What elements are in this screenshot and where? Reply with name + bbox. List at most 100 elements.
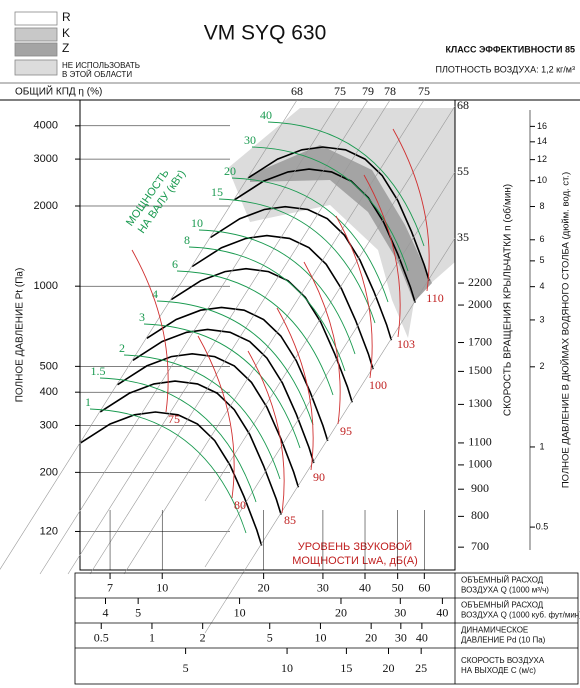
sound-line [392, 128, 430, 292]
sound-label: 80 [234, 498, 246, 512]
x-tick-label: 30 [317, 580, 329, 594]
x-tick-label: 40 [359, 580, 371, 594]
x-tick-label: 50 [392, 580, 404, 594]
x-tick-label: 7 [107, 580, 113, 594]
speed-axis-title: СКОРОСТЬ ВРАЩЕНИЯ КРЫЛЬЧАТКИ n (об/мин) [502, 184, 514, 416]
x-tick-label: 20 [335, 605, 347, 619]
efficiency-line [204, 171, 456, 568]
fan-curve [99, 380, 282, 515]
y2-tick-label: 3 [539, 314, 544, 324]
fan-curve [80, 411, 263, 546]
x-axis-title: ДАВЛЕНИЕ Pd (10 Па) [461, 636, 546, 645]
x-tick-label: 10 [281, 661, 293, 675]
x-axis-title: НА ВЫХОДЕ C (м/с) [461, 666, 536, 675]
speed-tick-label: 800 [471, 508, 489, 522]
axes-table [74, 572, 579, 685]
y-axis-title: ПОЛНОЕ ДАВЛЕНИЕ Pt (Па) [15, 268, 26, 403]
efficiency-label: ОБЩИЙ КПД η (%) [15, 85, 102, 98]
power-line [156, 300, 314, 426]
sound-label: 103 [397, 337, 415, 351]
efficiency-line [67, 99, 369, 575]
power-line [99, 377, 257, 503]
legend-swatch [14, 42, 58, 57]
speed-tick-label: 1100 [468, 435, 492, 449]
x-tick-label: 20 [365, 630, 377, 644]
y2-tick-label: 4 [539, 281, 544, 291]
sound-line [335, 215, 373, 379]
power-label: 20 [224, 164, 236, 178]
y2-tick-label: 8 [539, 201, 544, 211]
power-label: 10 [191, 216, 203, 230]
sound-label: 100 [369, 378, 387, 392]
y2-axis-title: ПОЛНОЕ ДАВЛЕНИЕ В ДЮЙМАХ ВОДЯНОГО СТОЛБА… [560, 172, 572, 488]
x-axis-title: ОБЪЕМНЫЙ РАСХОД [461, 576, 544, 585]
power-line [231, 177, 389, 303]
x-tick-label: 10 [314, 630, 326, 644]
y2-tick-label: 1 [539, 441, 544, 451]
x-tick-label: 30 [394, 605, 406, 619]
fan-curve [132, 328, 315, 464]
legend-label: В ЭТОЙ ОБЛАСТИ [62, 70, 132, 79]
power-line [188, 246, 346, 372]
legend-label: R [62, 10, 71, 24]
power-line [176, 270, 334, 396]
y-tick-label: 1000 [34, 280, 58, 292]
x-tick-label: 30 [395, 630, 407, 644]
x-tick-label: 0.5 [94, 630, 109, 644]
speed-tick-label: 1500 [468, 363, 492, 377]
y2-tick-label: 16 [537, 121, 547, 131]
x-axis-title: ВОЗДУХА Q (1000 куб. фут/мин) [461, 611, 580, 620]
efficiency-label: 68 [457, 98, 469, 112]
sound-line [363, 174, 401, 338]
y-tick-label: 4000 [34, 120, 58, 132]
power-label: 4 [152, 287, 158, 301]
legend-label: Z [62, 41, 69, 55]
power-line [143, 323, 301, 449]
power-label: 6 [172, 257, 178, 271]
power-line [89, 408, 247, 534]
power-line [218, 198, 376, 324]
power-label: 1 [85, 395, 91, 409]
power-label: 30 [244, 133, 256, 147]
efficiency-label: 75 [418, 84, 430, 98]
sound-title: МОЩНОСТИ LwA, дБ(A) [292, 555, 418, 567]
x-tick-label: 25 [415, 661, 427, 675]
speed-tick-label: 900 [471, 481, 489, 495]
y2-tick-label: 5 [539, 255, 544, 265]
y-tick-label: 2000 [34, 200, 58, 212]
fan-curve [210, 205, 393, 341]
speed-tick-label: 1300 [468, 396, 492, 410]
air-density: ПЛОТНОСТЬ ВОЗДУХА: 1,2 кг/м³ [436, 64, 575, 74]
efficiency-class: КЛАСС ЭФФЕКТИВНОСТИ 85 [445, 44, 575, 54]
speed-tick-label: 700 [471, 539, 489, 553]
sound-label: 85 [284, 513, 296, 527]
x-tick-label: 10 [234, 605, 246, 619]
speed-tick-label: 1000 [468, 457, 492, 471]
legend-label: НЕ ИСПОЛЬЗОВАТЬ [62, 61, 140, 70]
fan-curve [191, 234, 374, 370]
x-axis-title: ВОЗДУХА Q (1000 м³/ч) [461, 586, 549, 595]
sound-line [276, 307, 314, 471]
y2-tick-label: 14 [537, 136, 547, 146]
x-tick-label: 4 [103, 605, 109, 619]
power-label: 2 [119, 341, 125, 355]
x-tick-label: 40 [436, 605, 448, 619]
y-tick-label: 200 [40, 466, 58, 478]
sound-title: УРОВЕНЬ ЗВУКОВОЙ [298, 540, 412, 553]
y2-tick-label: 12 [537, 154, 547, 164]
power-label: 1.5 [91, 364, 106, 378]
y-tick-label: 400 [40, 386, 58, 398]
speed-tick-label: 2200 [468, 275, 492, 289]
sound-label: 75 [168, 412, 180, 426]
fan-curve [233, 168, 416, 303]
legend-label: K [62, 26, 70, 40]
efficiency-label: 68 [291, 84, 303, 98]
sound-line [303, 261, 341, 425]
power-line [267, 121, 425, 247]
x-tick-label: 10 [156, 580, 168, 594]
efficiency-label: 75 [334, 84, 346, 98]
y-tick-label: 300 [40, 419, 58, 431]
sound-line [197, 335, 235, 499]
chart-title: VM SYQ 630 [204, 22, 327, 45]
